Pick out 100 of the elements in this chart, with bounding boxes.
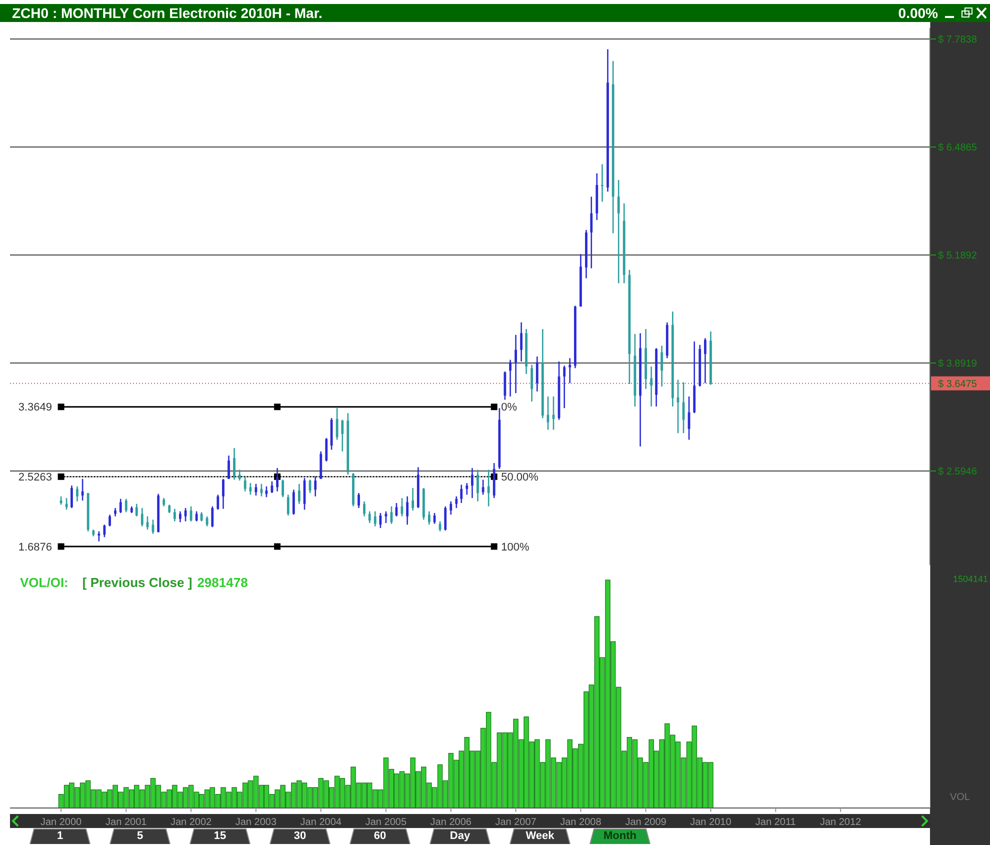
candlestick: [530, 364, 533, 402]
x-tick-label: Jan 2001: [106, 817, 148, 828]
candlestick: [119, 498, 122, 514]
x-tick-label: Jan 2011: [755, 817, 796, 828]
candlestick: [482, 479, 484, 496]
candlestick: [233, 447, 236, 480]
annotation: [ Previous Close ]: [82, 575, 192, 590]
candlestick: [81, 478, 84, 502]
candlestick: [476, 469, 479, 502]
candlestick: [466, 482, 468, 496]
x-tick-label: Jan 2005: [365, 817, 407, 828]
candlestick: [601, 164, 604, 202]
candlestick: [406, 496, 409, 526]
x-tick-label: Jan 2004: [300, 817, 342, 828]
x-tick-label: Jan 2012: [820, 817, 862, 828]
text: 1: [56, 830, 64, 842]
candlestick: [363, 500, 366, 517]
text: Month: [604, 830, 637, 842]
candlestick: [249, 482, 252, 496]
candlestick: [471, 467, 474, 499]
candlestick: [140, 507, 144, 527]
candlestick: [412, 487, 414, 512]
y-axis-title: VOL: [950, 792, 970, 803]
candlestick: [228, 454, 230, 480]
chart-title: VOL/OI:: [20, 575, 68, 590]
point: [274, 543, 281, 550]
candlestick: [563, 365, 566, 409]
candlestick: [617, 179, 620, 284]
point: [274, 404, 281, 410]
candlestick: [455, 496, 458, 509]
annotation: 3.3649: [18, 402, 52, 414]
candlestick: [244, 476, 246, 492]
candlestick: [460, 484, 463, 504]
candlestick: [195, 510, 198, 522]
candlestick: [70, 484, 73, 509]
text: 30: [294, 830, 306, 842]
candlestick: [179, 510, 182, 523]
candlestick: [368, 510, 371, 524]
candlestick: [650, 366, 653, 408]
x-tick-label: Jan 2009: [625, 817, 667, 828]
text: Day: [450, 830, 471, 842]
candlestick: [98, 530, 100, 542]
candlestick: [286, 494, 290, 516]
chart-title: ZCH0 : MONTHLY Corn Electronic 2010H - Mar.: [12, 5, 322, 21]
candlestick: [292, 489, 295, 516]
x-tick-label: Jan 2010: [690, 817, 732, 828]
candlestick: [568, 358, 572, 384]
candlestick: [450, 500, 452, 516]
candlestick: [704, 338, 706, 384]
candlestick: [135, 503, 138, 517]
candlestick: [536, 356, 538, 392]
candlestick: [216, 494, 220, 510]
text: 0.00%: [898, 5, 939, 21]
candlestick: [428, 510, 430, 526]
candlestick: [358, 492, 360, 509]
candlestick: [65, 497, 68, 510]
candlestick: [206, 516, 208, 527]
candlestick: [298, 483, 300, 505]
x-tick-label: Jan 2006: [430, 817, 472, 828]
series-label: 0%: [501, 402, 518, 414]
text: 60: [374, 830, 386, 842]
candlestick: [374, 510, 376, 527]
candlestick: [173, 508, 176, 522]
candlestick: [444, 506, 447, 532]
candlestick: [124, 498, 128, 513]
series-label: 100%: [501, 541, 530, 554]
candlestick: [590, 196, 593, 269]
candlestick: [325, 437, 328, 462]
candlestick: [514, 334, 517, 394]
candlestick: [238, 469, 241, 482]
x-tick-label: Jan 2008: [560, 817, 602, 828]
y-tick-label: $ 5.1892: [938, 250, 978, 262]
point: [58, 543, 64, 550]
candlestick: [103, 524, 106, 538]
text: 15: [214, 830, 226, 842]
candlestick: [282, 479, 284, 498]
ref-line-label: $ 3.6475: [938, 378, 978, 390]
x-tick-label: Jan 2003: [235, 817, 277, 828]
candlestick: [660, 345, 664, 388]
candlestick: [211, 506, 214, 528]
candlestick: [520, 322, 523, 362]
x-tick-label: Jan 2002: [170, 817, 212, 828]
annotation: 2981478: [197, 575, 248, 590]
y-tick-label: $ 7.7838: [938, 34, 978, 46]
point: [58, 404, 64, 410]
candlestick: [341, 419, 344, 452]
candlestick: [504, 370, 506, 400]
point: [58, 473, 64, 480]
point: [490, 404, 498, 410]
y-tick-label: $ 6.4865: [938, 142, 978, 154]
candlestick: [76, 486, 78, 502]
candlestick: [336, 407, 338, 440]
x-tick-label: Jan 2000: [40, 817, 82, 828]
text: 1504141: [952, 574, 988, 584]
y-tick-label: $ 3.8919: [938, 358, 978, 370]
x-tick-label: Jan 2007: [495, 817, 537, 828]
candlestick: [314, 476, 317, 498]
text: 5: [136, 830, 144, 842]
annotation: 2.5263: [18, 472, 52, 484]
y-tick-label: $ 2.5946: [938, 466, 978, 478]
